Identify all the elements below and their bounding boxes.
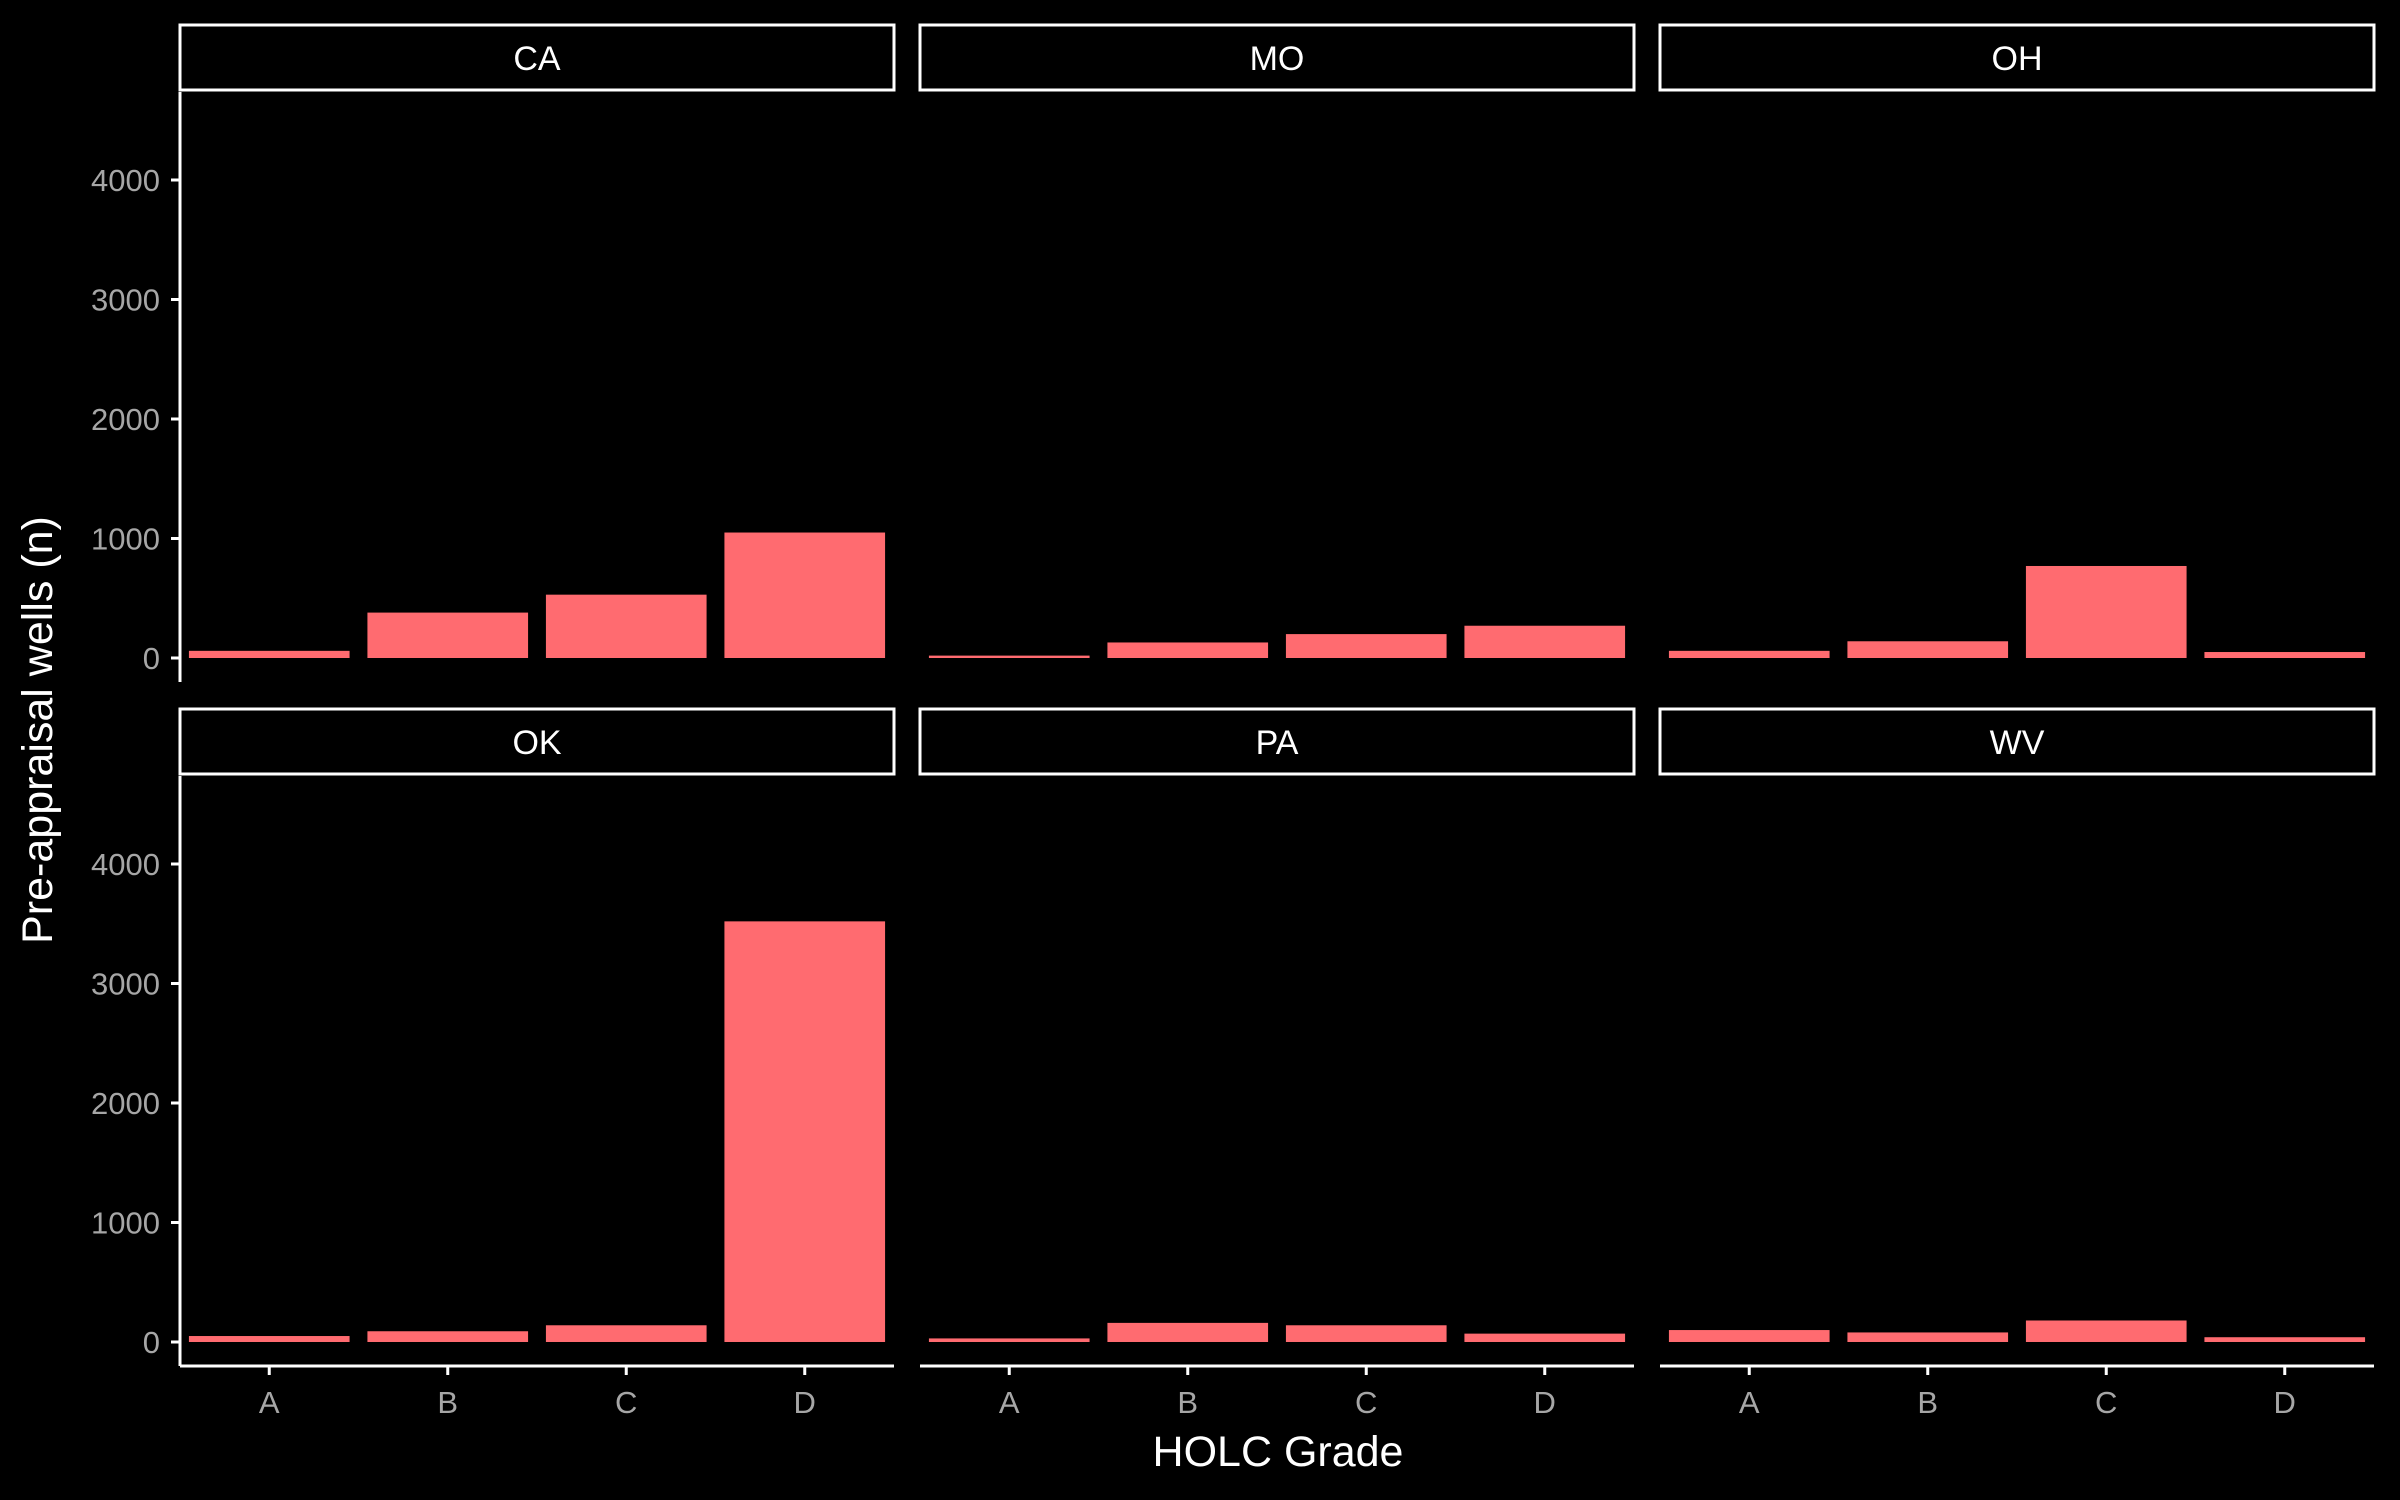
facet-panel-pa: PA A B C D — [918, 707, 1636, 1420]
x-tick-label: D — [2274, 1385, 2296, 1420]
bar-mo-d — [1464, 625, 1626, 658]
y-tick-label: 3000 — [91, 283, 160, 318]
bar-ca-a — [188, 650, 350, 658]
facet-panel-mo: MO — [918, 23, 1636, 658]
bar-wv-d — [2204, 1337, 2366, 1342]
facet-strip — [1658, 707, 2376, 776]
x-tick-label: C — [1355, 1385, 1377, 1420]
bar-oh-b — [1847, 641, 2009, 658]
y-tick-label: 4000 — [91, 847, 160, 882]
x-tick-label: D — [794, 1385, 816, 1420]
x-tick-label: C — [2095, 1385, 2117, 1420]
bar-wv-a — [1668, 1330, 1830, 1342]
bar-ok-c — [545, 1325, 707, 1342]
y-tick-label: 1000 — [91, 522, 160, 557]
x-tick-label: B — [437, 1385, 458, 1420]
facet-strip — [178, 707, 896, 776]
bar-ok-a — [188, 1336, 350, 1342]
bar-pa-d — [1464, 1333, 1626, 1342]
facet-strip-label: WV — [1990, 724, 2045, 762]
bar-wv-b — [1847, 1332, 2009, 1342]
y-tick-label: 0 — [143, 1325, 160, 1360]
bar-mo-a — [928, 655, 1090, 658]
x-tick-label: B — [1917, 1385, 1938, 1420]
bar-oh-a — [1668, 650, 1830, 658]
x-tick-label: A — [1739, 1385, 1760, 1420]
x-tick-label: A — [999, 1385, 1020, 1420]
bar-ca-c — [545, 594, 707, 658]
bar-mo-b — [1107, 642, 1269, 658]
y-axis-title: Pre-appraisal wells (n) — [14, 516, 62, 944]
bar-ok-b — [367, 1331, 529, 1342]
bar-pa-b — [1107, 1322, 1269, 1342]
x-tick-label: B — [1177, 1385, 1198, 1420]
y-tick-label: 1000 — [91, 1206, 160, 1241]
y-tick-label: 2000 — [91, 402, 160, 437]
facet-strip — [1658, 23, 2376, 92]
facet-panel-oh: OH — [1658, 23, 2376, 658]
facet-strip-label: CA — [513, 40, 561, 78]
facet-strip — [918, 23, 1636, 92]
facet-strip-label: PA — [1256, 724, 1299, 762]
x-axis-title: HOLC Grade — [1153, 1428, 1404, 1476]
bar-ca-d — [724, 532, 886, 658]
bar-oh-c — [2025, 565, 2187, 658]
facet-panel-ca: CA 0 1000 2000 3000 4000 — [91, 23, 896, 682]
facet-strip-label: OH — [1992, 40, 2043, 78]
bar-wv-c — [2025, 1320, 2187, 1342]
facet-strip — [918, 707, 1636, 776]
facet-strip-label: OK — [512, 724, 561, 762]
bar-pa-a — [928, 1338, 1090, 1342]
facet-panel-wv: WV A B C D — [1658, 707, 2376, 1420]
facet-strip-label: MO — [1250, 40, 1305, 78]
y-tick-label: 2000 — [91, 1086, 160, 1121]
bar-pa-c — [1285, 1325, 1447, 1342]
x-tick-label: D — [1534, 1385, 1556, 1420]
y-tick-label: 4000 — [91, 163, 160, 198]
y-tick-label: 3000 — [91, 967, 160, 1002]
bar-oh-d — [2204, 652, 2366, 658]
x-tick-label: C — [615, 1385, 637, 1420]
x-tick-label: A — [259, 1385, 280, 1420]
facet-panel-ok: OK 0 1000 2000 3000 4000 A B C D — [91, 707, 896, 1420]
y-tick-label: 0 — [143, 641, 160, 676]
bar-mo-c — [1285, 634, 1447, 658]
facet-strip — [178, 23, 896, 92]
bar-ok-d — [724, 921, 886, 1342]
bar-ca-b — [367, 612, 529, 658]
